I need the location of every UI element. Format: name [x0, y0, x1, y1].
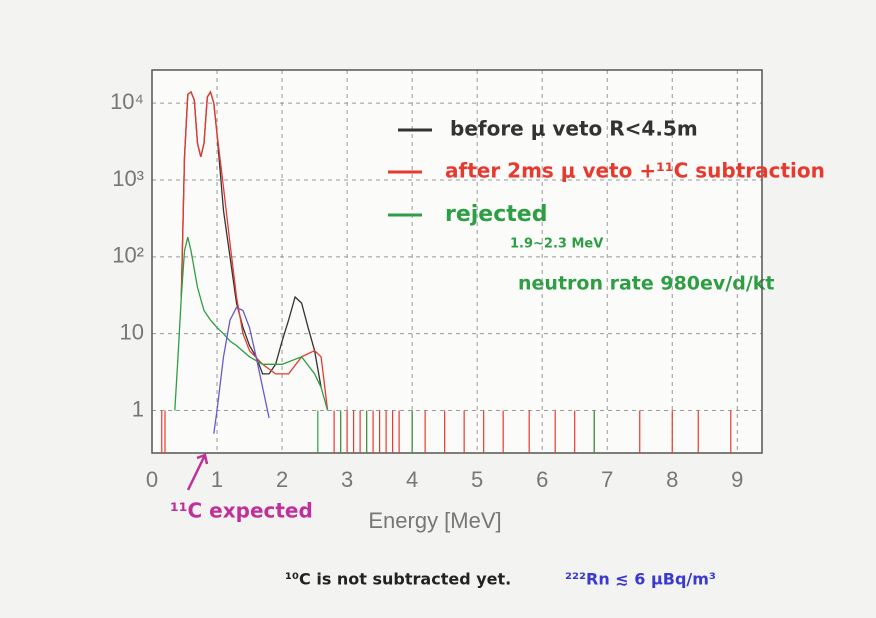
y-tick-label: 10⁴: [110, 89, 144, 114]
annotation: 1.9~2.3 MeV: [510, 237, 603, 252]
annotation: ²²²Rn ≲ 6 μBq/m³: [565, 570, 716, 589]
arrow: [186, 453, 209, 491]
legend-label: after 2ms μ veto +¹¹C subtraction: [445, 159, 825, 183]
x-tick-label: 7: [601, 467, 613, 492]
legend-label: ¹¹C expected: [170, 499, 313, 523]
x-tick-label: 1: [211, 467, 223, 492]
plot-area: [152, 70, 762, 453]
series-line: [174, 237, 329, 411]
y-tick-label: 1: [132, 396, 144, 421]
x-tick-label: 4: [406, 467, 418, 492]
x-tick-label: 6: [536, 467, 548, 492]
y-tick-label: 10: [120, 319, 144, 344]
annotation: neutron rate 980ev/d/kt: [518, 273, 775, 295]
legend-label: rejected: [445, 202, 547, 227]
x-tick-label: 9: [731, 467, 743, 492]
x-axis-label: Energy [MeV]: [368, 508, 501, 533]
legend-label: before μ veto R<4.5m: [450, 117, 698, 141]
plot-frame: [151, 69, 763, 454]
series-line: [180, 90, 329, 411]
x-tick-label: 0: [146, 467, 158, 492]
x-tick-label: 8: [666, 467, 678, 492]
x-tick-label: 2: [276, 467, 288, 492]
x-tick-label: 5: [471, 467, 483, 492]
series-line: [213, 306, 270, 434]
x-tick-label: 3: [341, 467, 353, 492]
y-tick-label: 10³: [112, 166, 144, 191]
annotation: ¹⁰C is not subtracted yet.: [285, 570, 511, 589]
y-tick-label: 10²: [112, 243, 144, 268]
